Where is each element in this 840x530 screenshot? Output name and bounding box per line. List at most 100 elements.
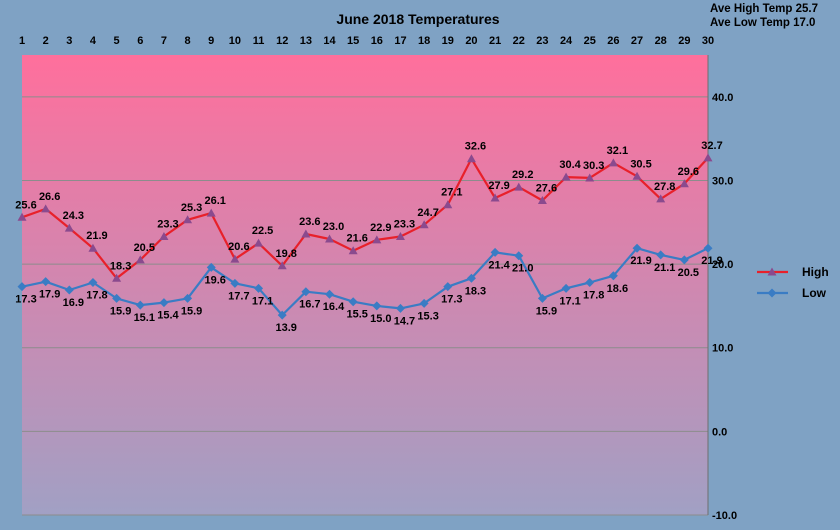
data-label-low: 17.8 [583, 289, 604, 301]
data-point-low [608, 271, 618, 281]
data-point-low [585, 277, 595, 287]
data-label-high: 22.9 [370, 222, 391, 234]
data-label-high: 24.7 [417, 207, 438, 219]
data-point-low [230, 278, 240, 288]
data-point-high [301, 229, 311, 238]
data-point-high [395, 231, 405, 240]
y-tick-label: 0.0 [712, 426, 727, 438]
data-label-low: 16.7 [299, 299, 320, 311]
x-tick-label: 20 [465, 35, 477, 47]
x-tick-label: 9 [208, 35, 214, 47]
x-axis-ticks: 1 2 3 4 5 6 7 8 9 10 11 12 13 14 15 16 17 18 19 20 21 22 23 24 2… [19, 35, 714, 47]
data-label-high: 21.6 [346, 233, 367, 245]
data-label-low: 17.9 [39, 289, 60, 301]
data-label-low: 15.4 [157, 310, 179, 322]
ave-low-note: Ave Low Temp 17.0 [710, 17, 815, 29]
y-tick-label: 30.0 [712, 175, 733, 187]
series-low: 17.3 17.916.917.815.915.1 15.4 15.919.617.7… [15, 243, 723, 334]
data-label-high: 32.6 [465, 141, 486, 153]
data-point-high [466, 154, 476, 163]
data-point-high [348, 246, 358, 255]
x-tick-label: 6 [137, 35, 143, 47]
ave-high-note: Ave High Temp 25.7 [710, 3, 818, 15]
data-point-high [585, 173, 595, 182]
x-tick-label: 25 [584, 35, 596, 47]
data-point-high [372, 235, 382, 244]
data-point-high [112, 273, 122, 282]
data-label-low: 15.9 [181, 305, 202, 317]
data-label-high: 26.6 [39, 191, 60, 203]
data-label-high: 20.6 [228, 241, 249, 253]
data-label-high: 32.7 [701, 140, 722, 152]
x-tick-label: 13 [300, 35, 312, 47]
data-point-high [514, 182, 524, 191]
data-label-low: 17.8 [86, 289, 107, 301]
data-label-low: 21.4 [488, 259, 510, 271]
y-tick-label: -10.0 [712, 510, 737, 522]
x-tick-label: 28 [655, 35, 667, 47]
data-point-low [419, 298, 429, 308]
data-label-high: 27.9 [488, 180, 509, 192]
data-label-low: 14.7 [394, 315, 415, 327]
data-point-low [703, 243, 713, 253]
series-high: 25.626.624.321.918.320.523.325.326.120.6… [15, 140, 723, 282]
data-label-high: 26.1 [205, 195, 226, 207]
data-point-high [443, 200, 453, 209]
data-label-low: 21.9 [701, 255, 722, 267]
data-point-low [112, 293, 122, 303]
x-tick-label: 10 [229, 35, 241, 47]
data-label-low: 15.1 [134, 312, 155, 324]
data-point-low [656, 250, 666, 260]
data-label-high: 24.3 [63, 210, 84, 222]
legend: High Low [757, 265, 829, 300]
data-point-high [135, 255, 145, 264]
data-label-low: 18.6 [607, 283, 628, 295]
data-point-high [41, 204, 51, 213]
x-tick-label: 5 [114, 35, 120, 47]
data-label-low: 13.9 [275, 322, 296, 334]
data-point-high [608, 158, 618, 167]
data-point-low [372, 301, 382, 311]
data-label-high: 20.5 [134, 242, 155, 254]
legend-marker-high [767, 267, 777, 276]
data-label-low: 21.9 [630, 255, 651, 267]
x-tick-label: 30 [702, 35, 714, 47]
data-label-low: 17.3 [441, 294, 462, 306]
data-point-high [703, 153, 713, 162]
data-point-high [419, 220, 429, 229]
data-point-high [656, 194, 666, 203]
data-point-high [183, 215, 193, 224]
legend-label-low: Low [802, 286, 827, 300]
data-label-high: 29.6 [678, 166, 699, 178]
y-tick-label: 10.0 [712, 343, 733, 355]
data-point-low [88, 277, 98, 287]
data-point-high [632, 171, 642, 180]
data-point-low [490, 247, 500, 257]
data-label-high: 23.3 [394, 218, 415, 230]
data-point-low [64, 285, 74, 295]
x-tick-label: 8 [185, 35, 191, 47]
x-tick-label: 11 [253, 35, 265, 47]
data-label-low: 18.3 [465, 285, 486, 297]
data-label-low: 20.5 [678, 267, 699, 279]
data-label-low: 15.9 [110, 305, 131, 317]
x-tick-label: 21 [489, 35, 501, 47]
data-label-high: 23.0 [323, 221, 344, 233]
data-point-low [183, 293, 193, 303]
data-label-high: 27.6 [536, 183, 557, 195]
data-point-high [679, 179, 689, 188]
data-label-high: 30.5 [630, 158, 651, 170]
data-label-high: 18.3 [110, 260, 131, 272]
data-point-high [254, 238, 264, 247]
data-point-low [466, 273, 476, 283]
data-label-high: 25.6 [15, 199, 36, 211]
x-tick-label: 18 [418, 35, 430, 47]
chart-title: June 2018 Temperatures [336, 11, 499, 27]
plot-area [22, 55, 708, 515]
data-label-high: 19.8 [275, 248, 296, 260]
data-point-low [348, 297, 358, 307]
data-point-high [17, 212, 27, 221]
legend-marker-low [767, 288, 777, 298]
series-line-low [21, 247, 709, 317]
